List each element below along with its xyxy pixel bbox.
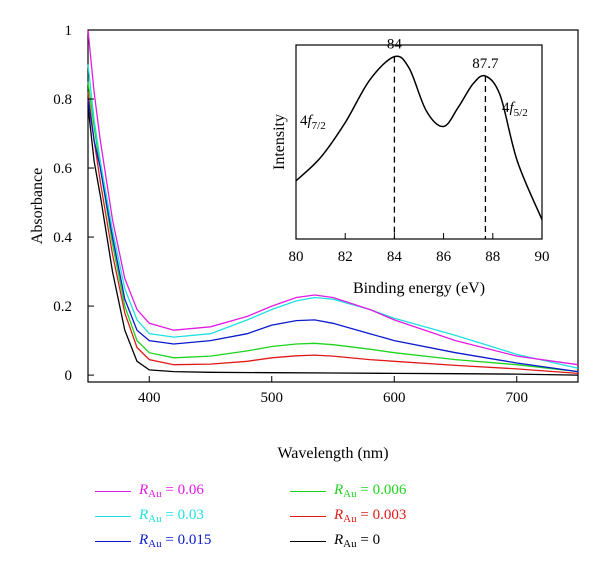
inset-x-axis-label: Binding energy (eV): [353, 280, 485, 297]
legend-item: RAu = 0.015: [95, 530, 211, 552]
legend-label: RAu = 0.003: [334, 507, 407, 525]
inset-frame: [295, 44, 543, 240]
legend-label: RAu = 0.015: [139, 532, 212, 550]
legend-label: RAu = 0.006: [334, 482, 407, 500]
inset-axis-ticks: 80 82 84 86 88 90: [289, 233, 550, 265]
x-tick-label: 500: [261, 390, 284, 406]
main-axis-ticks: 400 500 600 700 0 0.2 0.4 0.6 0.8 1: [53, 23, 528, 406]
y-axis-label: Absorbance: [29, 168, 46, 244]
x-tick-label: 700: [506, 390, 529, 406]
series-line-3: [87, 81, 579, 373]
main-series-group: [87, 29, 579, 376]
legend-item: RAu = 0.003: [290, 505, 406, 527]
peak-label-4f5-2: 4f5/2: [502, 100, 528, 119]
legend: RAu = 0.06 RAu = 0.006 RAu = 0.03 RAu = 0.0…: [0, 470, 600, 582]
series-line-1: [87, 64, 579, 369]
legend-label: RAu = 0: [334, 532, 381, 550]
y-tick-label: 0.8: [53, 92, 72, 108]
series-line-5: [87, 105, 579, 376]
legend-label: RAu = 0.06: [139, 482, 204, 500]
legend-swatch: [95, 490, 131, 492]
legend-swatch: [290, 490, 326, 492]
inset-x-tick-label: 80: [289, 249, 304, 265]
inset-x-tick-label: 82: [338, 249, 353, 265]
legend-swatch: [95, 515, 131, 517]
inset-x-tick-label: 90: [535, 249, 550, 265]
main-plot-frame: [87, 29, 579, 383]
inset-x-tick-label: 88: [485, 249, 500, 265]
legend-label: RAu = 0.03: [139, 507, 204, 525]
legend-swatch: [95, 540, 131, 542]
legend-swatch: [290, 540, 326, 542]
inset-x-tick-label: 84: [387, 249, 403, 265]
peak-label-4f7-2: 4f7/2: [300, 113, 326, 132]
legend-item: RAu = 0.03: [95, 505, 204, 527]
y-tick-label: 1: [65, 23, 73, 39]
peak-value-label: 84: [387, 37, 403, 53]
y-tick-label: 0: [65, 368, 73, 384]
x-axis-label: Wavelength (nm): [277, 445, 388, 462]
series-line-0: [87, 29, 579, 366]
inset-series-group: [295, 55, 543, 220]
legend-swatch: [290, 515, 326, 517]
x-tick-label: 400: [138, 390, 161, 406]
peak-value-label: 87.7: [472, 56, 499, 72]
absorbance-chart: 400 500 600 700 0 0.2 0.4 0.6 0.8 1 Absorbance Wa…: [29, 23, 579, 462]
inset-series-line: [295, 55, 543, 220]
series-line-4: [87, 92, 579, 375]
inset-annotations: 84 87.7 4f7/2 4f5/2: [300, 37, 528, 239]
inset-x-tick-label: 86: [436, 249, 452, 265]
legend-item: RAu = 0: [290, 530, 380, 552]
legend-item: RAu = 0.006: [290, 480, 406, 502]
series-line-2: [87, 98, 579, 373]
inset-y-axis-label: Intensity: [271, 114, 288, 170]
y-tick-label: 0.2: [53, 299, 72, 315]
x-tick-label: 600: [383, 390, 406, 406]
y-tick-label: 0.4: [53, 230, 72, 246]
y-tick-label: 0.6: [53, 161, 72, 177]
legend-item: RAu = 0.06: [95, 480, 204, 502]
